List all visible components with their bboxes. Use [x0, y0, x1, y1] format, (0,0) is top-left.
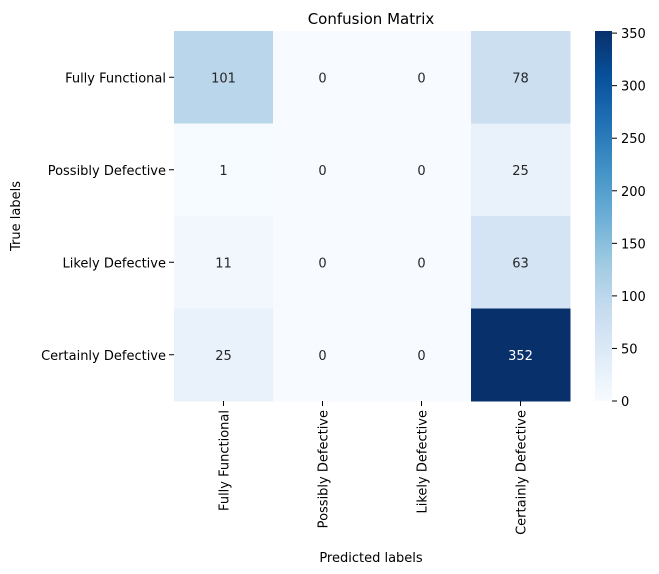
- x-tick-label: Fully Functional: [218, 410, 233, 511]
- cell-value-label: 0: [318, 349, 326, 364]
- y-axis-label: True labels: [9, 181, 24, 252]
- heatmap-cell: [372, 31, 472, 124]
- cell-value-label: 0: [417, 349, 425, 364]
- cell-value-label: 25: [512, 164, 529, 179]
- heatmap-cell: [273, 31, 373, 124]
- cell-value-label: 0: [417, 164, 425, 179]
- colorbar-tick-label: 150: [621, 237, 646, 252]
- cell-value-label: 1: [219, 164, 227, 179]
- x-tick-label: Possibly Defective: [317, 410, 332, 528]
- colorbar-tick-label: 0: [621, 395, 629, 410]
- heatmap-cell: [372, 123, 472, 217]
- y-tick-label: Certainly Defective: [41, 349, 166, 364]
- cell-value-label: 63: [512, 256, 529, 271]
- colorbar-tick-label: 250: [621, 132, 646, 147]
- x-tick-label: Likely Defective: [416, 410, 431, 514]
- x-tick-label: Certainly Defective: [515, 410, 530, 535]
- heatmap-cell: [174, 31, 274, 124]
- colorbar-tick-label: 350: [621, 27, 646, 42]
- colorbar-tick-label: 100: [621, 290, 646, 305]
- heatmap-cell: [273, 216, 373, 309]
- heatmap-cell: [471, 123, 571, 217]
- cell-value-label: 0: [318, 164, 326, 179]
- colorbar-ticks: 0 50 100 150 200 250 300 350: [612, 27, 646, 410]
- y-tick-label: Possibly Defective: [48, 164, 166, 179]
- heatmap-cell: [174, 123, 274, 217]
- y-tick-label: Fully Functional: [65, 71, 166, 86]
- heatmap-cell: [372, 216, 472, 309]
- heatmap-cell: [174, 216, 274, 309]
- heatmap-cell: [471, 31, 571, 124]
- heatmap-cell: [471, 308, 571, 402]
- heatmap-cell: [273, 123, 373, 217]
- cell-value-label: 101: [211, 71, 236, 86]
- cell-value-label: 0: [318, 71, 326, 86]
- cell-value-label: 78: [512, 71, 529, 86]
- cell-value-label: 0: [318, 256, 326, 271]
- x-axis-ticks: Fully Functional Possibly Defective Likely…: [218, 401, 530, 535]
- cell-value-label: 11: [215, 256, 232, 271]
- y-tick-label: Likely Defective: [63, 256, 167, 271]
- heatmap-cell: [471, 216, 571, 309]
- heatmap-cell: [372, 308, 472, 402]
- colorbar-tick-label: 300: [621, 80, 646, 95]
- colorbar: [595, 31, 612, 401]
- colorbar-tick-label: 200: [621, 185, 646, 200]
- cell-value-label: 352: [508, 349, 533, 364]
- chart-title: Confusion Matrix: [308, 10, 435, 28]
- heatmap-cell: [273, 308, 373, 402]
- heatmap-cell: [174, 308, 274, 402]
- heatmap-cells: 101 0 0 78 1 0 0 25 11 0 0 63 25 0 0 352: [174, 31, 571, 402]
- y-axis-ticks: Fully Functional Possibly Defective Likely…: [41, 71, 174, 364]
- x-axis-label: Predicted labels: [319, 551, 423, 566]
- cell-value-label: 25: [215, 349, 232, 364]
- cell-value-label: 0: [417, 256, 425, 271]
- cell-value-label: 0: [417, 71, 425, 86]
- colorbar-tick-label: 50: [621, 342, 638, 357]
